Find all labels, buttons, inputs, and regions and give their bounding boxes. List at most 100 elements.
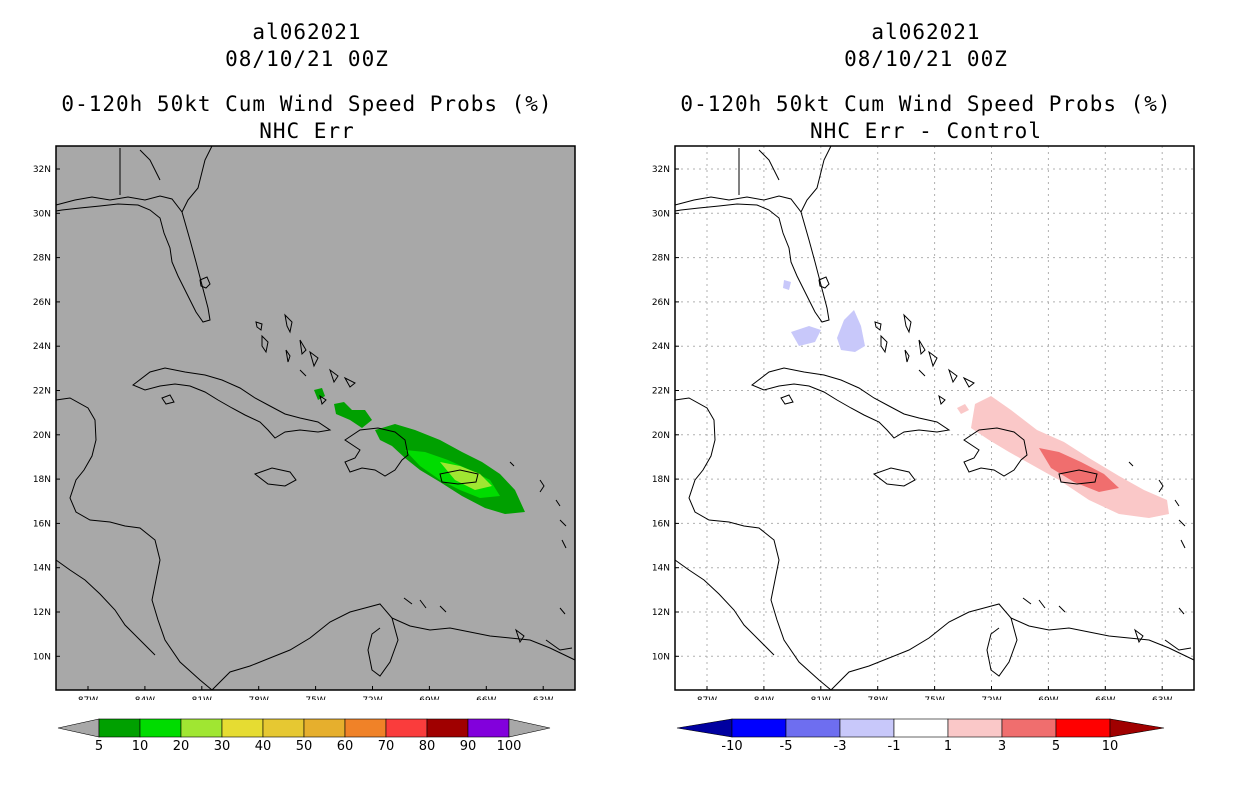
left-colorbar-boxes bbox=[57, 718, 551, 738]
colorbar-label: 1 bbox=[944, 739, 952, 754]
colorbar-box bbox=[262, 718, 305, 738]
left-title-product: 0-120h 50kt Cum Wind Speed Probs (%) bbox=[61, 92, 553, 116]
colorbar-label: 60 bbox=[337, 739, 354, 754]
lon-label: 66W bbox=[1095, 696, 1115, 700]
colorbar-box bbox=[947, 718, 1003, 738]
colorbar-label: 100 bbox=[497, 739, 522, 754]
lon-label: 84W bbox=[135, 696, 155, 700]
colorbar-label: -5 bbox=[780, 739, 793, 754]
lon-label: 84W bbox=[754, 696, 774, 700]
colorbar-box bbox=[839, 718, 895, 738]
lat-label: 10N bbox=[33, 652, 51, 662]
colorbar-box bbox=[221, 718, 264, 738]
lat-label: 16N bbox=[652, 519, 670, 529]
colorbar-label: 5 bbox=[1052, 739, 1060, 754]
colorbar-label: -10 bbox=[721, 739, 742, 754]
left-lat-labels: 32N 30N 28N 26N 24N 22N 20N 18N 16N 14N 12N 10N bbox=[33, 165, 51, 662]
left-map-background bbox=[56, 146, 575, 690]
colorbar-label: 90 bbox=[460, 739, 477, 754]
right-lon-labels: 87W 84W 81W 78W 75W 72W 69W 66W 63W bbox=[697, 696, 1173, 700]
colorbar-box bbox=[98, 718, 141, 738]
lon-label: 87W bbox=[697, 696, 717, 700]
colorbar-label: 40 bbox=[255, 739, 272, 754]
lat-label: 32N bbox=[652, 165, 670, 175]
lon-label: 78W bbox=[249, 696, 269, 700]
colorbar-label: 10 bbox=[132, 739, 149, 754]
left-title-datetime: 08/10/21 00Z bbox=[225, 47, 389, 71]
colorbar-box bbox=[1001, 718, 1057, 738]
right-title-datetime: 08/10/21 00Z bbox=[844, 47, 1008, 71]
colorbar-box bbox=[731, 718, 787, 738]
lat-label: 26N bbox=[652, 298, 670, 308]
lon-label: 69W bbox=[419, 696, 439, 700]
lat-label: 28N bbox=[652, 254, 670, 264]
lat-label: 24N bbox=[652, 342, 670, 352]
lat-label: 14N bbox=[652, 564, 670, 574]
right-map: 32N 30N 28N 26N 24N 22N 20N 18N 16N 14N 12N 10N 87W… bbox=[652, 145, 1195, 700]
lon-label: 78W bbox=[868, 696, 888, 700]
lon-label: 72W bbox=[362, 696, 382, 700]
lat-label: 10N bbox=[652, 652, 670, 662]
lon-label: 66W bbox=[476, 696, 496, 700]
colorbar-label: -3 bbox=[834, 739, 847, 754]
colorbar-box bbox=[1055, 718, 1111, 738]
left-map: 32N 30N 28N 26N 24N 22N 20N 18N 16N 14N 12N 10N 87W… bbox=[33, 145, 576, 700]
lon-label: 75W bbox=[924, 696, 944, 700]
right-colorbar-labels: -10 -5 -3 -1 1 3 5 10 bbox=[721, 739, 1118, 754]
lat-label: 14N bbox=[33, 564, 51, 574]
lat-label: 12N bbox=[652, 608, 670, 618]
left-colorbar: 5 10 20 30 40 50 60 70 80 90 100 bbox=[57, 718, 551, 754]
lon-label: 81W bbox=[811, 696, 831, 700]
lat-label: 20N bbox=[652, 431, 670, 441]
colorbar-label: 70 bbox=[378, 739, 395, 754]
lat-label: 22N bbox=[652, 387, 670, 397]
colorbar-right-triangle bbox=[1109, 718, 1165, 738]
lon-label: 69W bbox=[1038, 696, 1058, 700]
lon-label: 75W bbox=[305, 696, 325, 700]
left-title-storm-id: al062021 bbox=[252, 20, 362, 44]
colorbar-box bbox=[180, 718, 223, 738]
colorbar-label: 20 bbox=[173, 739, 190, 754]
right-colorbar-boxes bbox=[676, 718, 1165, 738]
lat-label: 30N bbox=[652, 209, 670, 219]
lat-label: 20N bbox=[33, 431, 51, 441]
right-title-product: 0-120h 50kt Cum Wind Speed Probs (%) bbox=[680, 92, 1172, 116]
colorbar-label: 5 bbox=[95, 739, 103, 754]
lat-label: 16N bbox=[33, 519, 51, 529]
colorbar-left-triangle bbox=[57, 718, 100, 738]
colorbar-label: 50 bbox=[296, 739, 313, 754]
colorbar-box bbox=[385, 718, 428, 738]
lat-label: 26N bbox=[33, 298, 51, 308]
lat-label: 28N bbox=[33, 254, 51, 264]
lat-label: 32N bbox=[33, 165, 51, 175]
colorbar-label: 3 bbox=[998, 739, 1006, 754]
colorbar-left-triangle bbox=[676, 718, 733, 738]
colorbar-label: 80 bbox=[419, 739, 436, 754]
colorbar-box bbox=[426, 718, 469, 738]
colorbar-label: 10 bbox=[1102, 739, 1119, 754]
lon-label: 87W bbox=[78, 696, 98, 700]
colorbar-box bbox=[344, 718, 387, 738]
lat-label: 22N bbox=[33, 387, 51, 397]
lon-label: 63W bbox=[533, 696, 553, 700]
lat-label: 30N bbox=[33, 209, 51, 219]
colorbar-label: 30 bbox=[214, 739, 231, 754]
left-lon-labels: 87W 84W 81W 78W 75W 72W 69W 66W 63W bbox=[78, 696, 554, 700]
colorbar-box bbox=[893, 718, 949, 738]
colorbar-label: -1 bbox=[888, 739, 901, 754]
right-title-storm-id: al062021 bbox=[871, 20, 981, 44]
right-title-subtitle: NHC Err - Control bbox=[810, 119, 1042, 143]
right-colorbar: -10 -5 -3 -1 1 3 5 10 bbox=[676, 718, 1165, 754]
left-prob-contours bbox=[314, 388, 525, 514]
lat-label: 12N bbox=[33, 608, 51, 618]
lat-label: 18N bbox=[33, 475, 51, 485]
colorbar-box bbox=[467, 718, 510, 738]
left-title-subtitle: NHC Err bbox=[259, 119, 355, 143]
colorbar-right-triangle bbox=[508, 718, 551, 738]
colorbar-box bbox=[303, 718, 346, 738]
lon-label: 63W bbox=[1152, 696, 1172, 700]
colorbar-box bbox=[785, 718, 841, 738]
lon-label: 81W bbox=[192, 696, 212, 700]
right-gridlines bbox=[675, 146, 1194, 690]
lon-label: 72W bbox=[981, 696, 1001, 700]
